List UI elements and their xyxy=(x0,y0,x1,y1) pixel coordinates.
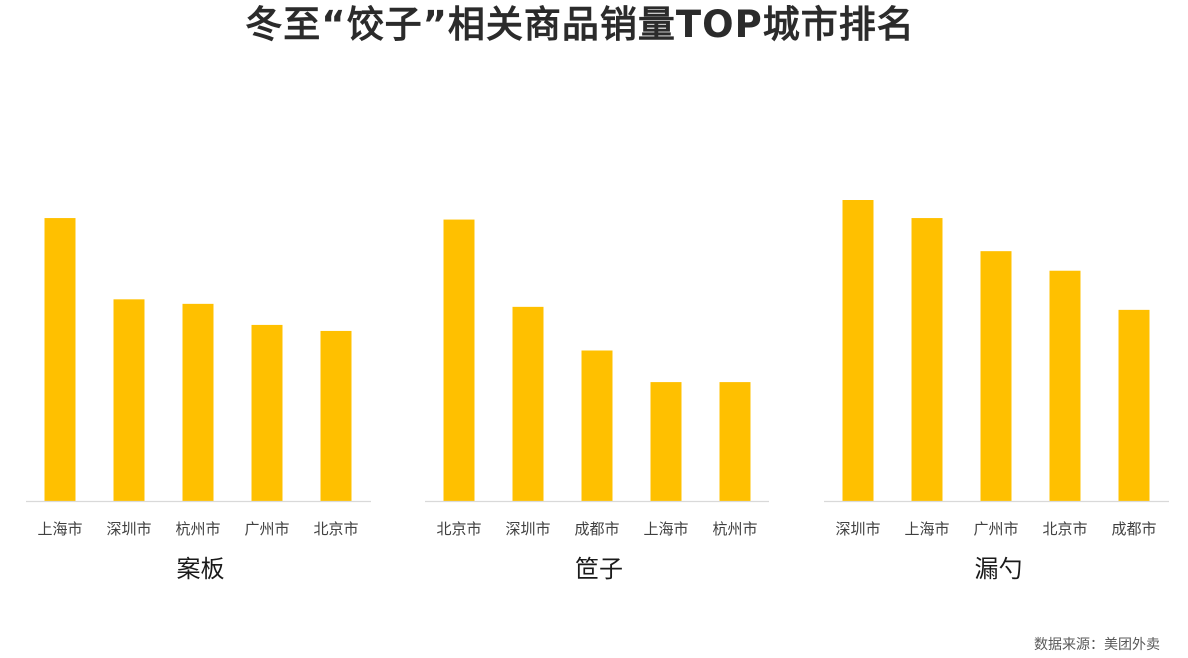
chart-title: 案板 xyxy=(177,555,225,583)
chart-title: 漏勺 xyxy=(975,555,1023,583)
category-label: 北京市 xyxy=(1042,520,1087,538)
category-label: 广州市 xyxy=(244,520,289,538)
category-label: 北京市 xyxy=(436,520,481,538)
bar-1 xyxy=(512,306,544,501)
category-label: 深圳市 xyxy=(505,520,550,538)
bar-1 xyxy=(911,218,943,501)
category-label: 杭州市 xyxy=(712,520,757,538)
bar-2 xyxy=(980,251,1012,501)
category-label: 上海市 xyxy=(37,520,82,538)
bar-0 xyxy=(443,219,475,501)
bar-2 xyxy=(581,350,613,501)
category-label: 北京市 xyxy=(313,520,358,538)
bar-4 xyxy=(1118,309,1150,501)
category-label: 广州市 xyxy=(973,520,1018,538)
bar-0 xyxy=(44,218,76,501)
page-title: 冬至“饺子”相关商品销量TOP城市排名 xyxy=(245,3,915,46)
chart-title: 笸子 xyxy=(575,555,623,583)
category-label: 成都市 xyxy=(1111,520,1156,538)
category-label: 杭州市 xyxy=(175,520,220,538)
bar-0 xyxy=(842,200,874,501)
category-label: 上海市 xyxy=(643,520,688,538)
bar-4 xyxy=(719,382,751,501)
bar-3 xyxy=(650,382,682,501)
bar-4 xyxy=(320,330,352,501)
category-label: 深圳市 xyxy=(106,520,151,538)
data-source-note: 数据来源：美团外卖 xyxy=(1034,637,1160,653)
bar-3 xyxy=(251,324,283,501)
bar-3 xyxy=(1049,270,1081,501)
category-label: 深圳市 xyxy=(835,520,880,538)
category-label: 上海市 xyxy=(904,520,949,538)
bar-1 xyxy=(113,299,145,501)
category-label: 成都市 xyxy=(574,520,619,538)
bar-2 xyxy=(182,303,214,501)
